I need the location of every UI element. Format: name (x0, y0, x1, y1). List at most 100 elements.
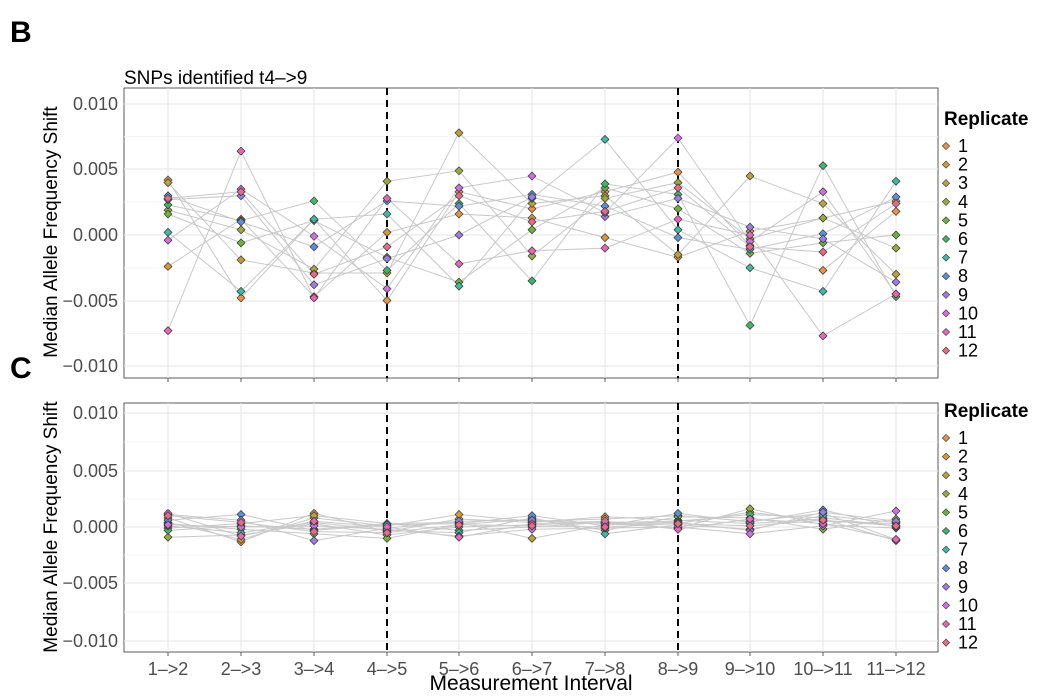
y-axis-label-c: Median Allele Frequency Shift (41, 401, 62, 653)
data-point-series-4 (236, 225, 246, 235)
legend-label-1: 1 (958, 428, 968, 448)
data-point-series-11 (454, 532, 464, 542)
data-point-series-3 (818, 199, 828, 209)
panel-label-c: C (10, 352, 32, 385)
legend-label-12: 12 (958, 341, 978, 361)
data-point-series-1 (818, 265, 828, 275)
data-point-series-5 (382, 533, 392, 543)
data-point-series-9 (454, 230, 464, 240)
data-point-series-2 (163, 261, 173, 271)
data-point-series-12 (891, 521, 901, 531)
legend-label-11: 11 (958, 614, 977, 634)
y-tick-label: 0.000 (73, 517, 118, 537)
data-point-series-4 (891, 243, 901, 253)
data-point-series-7 (236, 286, 246, 296)
x-tick-label: 9–>10 (725, 659, 776, 679)
y-tick-label: −0.005 (62, 291, 118, 311)
data-point-series-11 (382, 193, 392, 203)
data-point-series-11 (236, 146, 246, 156)
legend-key-9 (941, 290, 951, 299)
data-point-series-12 (673, 183, 683, 193)
data-point-series-1 (236, 293, 246, 303)
data-point-series-9 (309, 536, 319, 546)
legend-label-6: 6 (958, 229, 968, 249)
y-tick-label: 0.005 (73, 159, 118, 179)
data-point-series-4 (163, 532, 173, 542)
y-axis-label-b: Median Allele Frequency Shift (41, 106, 62, 358)
data-point-series-3 (527, 199, 537, 209)
legend-label-4: 4 (958, 192, 968, 212)
data-point-series-12 (818, 515, 828, 525)
data-point-series-9 (309, 280, 319, 290)
data-point-series-12 (454, 191, 464, 201)
legend-label-7: 7 (958, 540, 968, 560)
legend-label-8: 8 (958, 558, 968, 578)
data-point-series-6 (600, 179, 610, 189)
data-point-series-11 (309, 516, 319, 526)
data-point-series-5 (527, 225, 537, 235)
x-axis-label: Measurement Interval (429, 672, 632, 695)
data-point-series-4 (454, 166, 464, 176)
data-point-series-12 (527, 521, 537, 531)
data-point-series-9 (673, 193, 683, 203)
y-tick-label: −0.005 (62, 573, 118, 593)
data-point-series-4 (382, 176, 392, 186)
data-point-series-12 (527, 217, 537, 227)
data-point-series-11 (163, 326, 173, 336)
data-point-series-12 (745, 521, 755, 531)
data-point-series-10 (673, 133, 683, 143)
data-point-series-3 (745, 171, 755, 181)
legend-key-11 (941, 327, 951, 337)
y-tick-label: 0.000 (73, 225, 118, 245)
legend-label-10: 10 (958, 303, 978, 323)
y-tick-label: 0.010 (73, 94, 118, 114)
data-point-series-11 (891, 289, 901, 299)
legend-label-3: 3 (958, 173, 968, 193)
data-point-series-7 (891, 176, 901, 186)
data-point-series-8 (454, 201, 464, 211)
panel-b-plot: 0.010 0.005 0.000 −0.005 −0.010 (62, 87, 939, 382)
data-point-series-7 (600, 529, 610, 539)
legend-key-7 (941, 253, 951, 262)
data-point-series-3 (163, 178, 173, 188)
data-point-series-5 (673, 204, 683, 214)
legend-key-10 (941, 309, 951, 318)
legend-label-6: 6 (958, 521, 968, 541)
data-point-series-8 (673, 233, 683, 243)
data-point-series-3 (454, 128, 464, 138)
data-point-series-5 (236, 238, 246, 248)
x-tick-label: 11–>12 (866, 659, 925, 679)
data-point-series-12 (163, 193, 173, 203)
data-point-series-11 (600, 243, 610, 253)
data-point-series-6 (818, 161, 828, 171)
data-point-series-1 (527, 204, 537, 214)
data-point-series-10 (891, 506, 901, 516)
data-point-series-12 (673, 519, 683, 529)
data-point-series-3 (527, 533, 537, 543)
data-point-series-12 (745, 242, 755, 252)
legend-key-2 (941, 452, 951, 461)
legend-key-10 (941, 601, 951, 610)
data-point-series-6 (163, 525, 173, 535)
legend-key-8 (941, 564, 951, 573)
data-point-series-1 (382, 296, 392, 305)
data-point-series-2 (454, 209, 464, 219)
data-point-series-11 (309, 293, 319, 303)
legend-key-6 (941, 234, 951, 244)
data-point-series-4 (818, 213, 828, 223)
x-tick-label: 4–>5 (367, 659, 408, 679)
data-point-series-12 (236, 187, 246, 197)
data-point-series-2 (382, 227, 392, 237)
data-point-series-9 (527, 192, 537, 202)
legend-key-6 (941, 526, 951, 536)
data-point-series-8 (673, 508, 683, 518)
x-tick-label: 1–>2 (148, 659, 189, 679)
legend-key-5 (941, 508, 951, 517)
data-point-series-6 (382, 265, 392, 275)
data-point-series-9 (818, 234, 828, 244)
data-point-series-12 (236, 517, 246, 527)
data-point-series-12 (891, 199, 901, 209)
